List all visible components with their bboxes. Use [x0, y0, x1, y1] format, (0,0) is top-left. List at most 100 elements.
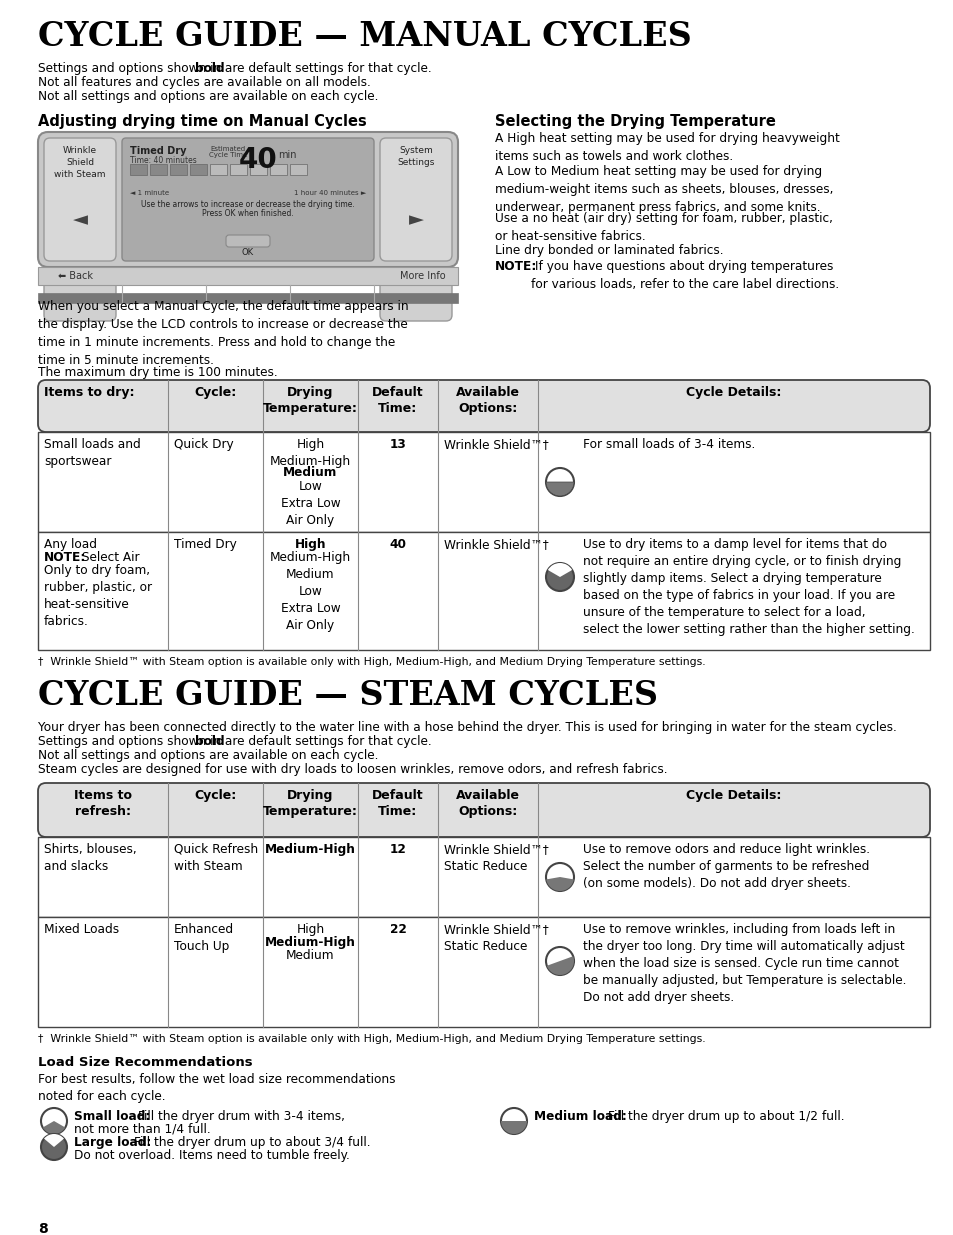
Text: Use a no heat (air dry) setting for foam, rubber, plastic,
or heat-sensitive fab: Use a no heat (air dry) setting for foam… — [495, 212, 832, 243]
Wedge shape — [546, 877, 573, 890]
Text: Not all features and cycles are available on all models.: Not all features and cycles are availabl… — [38, 77, 371, 89]
Circle shape — [545, 863, 574, 890]
Bar — [38, 532, 929, 650]
Bar — [270, 164, 287, 175]
Text: ►: ► — [408, 210, 423, 228]
Text: Small loads and
sportswear: Small loads and sportswear — [44, 438, 141, 468]
Text: Not all settings and options are available on each cycle.: Not all settings and options are availab… — [38, 90, 378, 103]
FancyBboxPatch shape — [379, 270, 452, 321]
Text: Enhanced
Touch Up: Enhanced Touch Up — [173, 923, 233, 953]
Text: Medium-High: Medium-High — [265, 844, 355, 856]
Bar — [230, 164, 247, 175]
Text: Selecting the Drying Temperature: Selecting the Drying Temperature — [495, 114, 775, 128]
Wedge shape — [500, 1121, 526, 1134]
Text: 40: 40 — [238, 146, 277, 174]
Text: Settings and options shown in: Settings and options shown in — [38, 735, 225, 748]
Text: Medium load:: Medium load: — [534, 1110, 626, 1123]
Text: Low
Extra Low
Air Only: Low Extra Low Air Only — [280, 480, 340, 527]
Text: Cycle:: Cycle: — [194, 789, 236, 802]
Wedge shape — [44, 1134, 64, 1147]
Text: NOTE:: NOTE: — [495, 261, 537, 273]
Text: Cycle Details:: Cycle Details: — [685, 387, 781, 399]
Text: NOTE:: NOTE: — [44, 551, 87, 564]
Wedge shape — [559, 956, 574, 961]
Text: System
Settings: System Settings — [396, 146, 435, 167]
Text: 40: 40 — [389, 538, 406, 551]
Bar — [38, 293, 457, 303]
Text: Quick Dry: Quick Dry — [173, 438, 233, 451]
Text: Available
Options:: Available Options: — [456, 789, 519, 818]
Text: Default
Time:: Default Time: — [372, 387, 423, 415]
Text: Adjusting drying time on Manual Cycles: Adjusting drying time on Manual Cycles — [38, 114, 366, 128]
Text: High: High — [294, 538, 326, 551]
FancyBboxPatch shape — [44, 270, 116, 321]
Text: Drying
Temperature:: Drying Temperature: — [263, 789, 357, 818]
Text: Fill the dryer drum up to about 1/2 full.: Fill the dryer drum up to about 1/2 full… — [603, 1110, 843, 1123]
Wedge shape — [43, 1121, 65, 1134]
Text: CYCLE GUIDE — STEAM CYCLES: CYCLE GUIDE — STEAM CYCLES — [38, 679, 658, 713]
Text: †  Wrinkle Shield™ with Steam option is available only with High, Medium-High, a: † Wrinkle Shield™ with Steam option is a… — [38, 657, 705, 667]
Text: 12: 12 — [389, 844, 406, 856]
Text: Do not overload. Items need to tumble freely.: Do not overload. Items need to tumble fr… — [74, 1149, 350, 1162]
Text: Cycle Details:: Cycle Details: — [685, 789, 781, 802]
FancyBboxPatch shape — [38, 132, 457, 267]
Text: 22: 22 — [389, 923, 406, 936]
Text: Any load: Any load — [44, 538, 97, 551]
Text: Shirts, blouses,
and slacks: Shirts, blouses, and slacks — [44, 844, 136, 873]
Wedge shape — [547, 563, 572, 577]
Text: High
Medium-High: High Medium-High — [270, 438, 351, 468]
FancyBboxPatch shape — [122, 138, 374, 261]
Text: Press OK when finished.: Press OK when finished. — [202, 209, 294, 219]
Text: Quick Refresh
with Steam: Quick Refresh with Steam — [173, 844, 258, 873]
Text: Small load:: Small load: — [74, 1110, 151, 1123]
Text: Items to dry:: Items to dry: — [44, 387, 134, 399]
FancyBboxPatch shape — [44, 138, 116, 261]
Text: Use the arrows to increase or decrease the drying time.: Use the arrows to increase or decrease t… — [141, 200, 355, 209]
Text: For small loads of 3-4 items.: For small loads of 3-4 items. — [582, 438, 755, 451]
Text: are default settings for that cycle.: are default settings for that cycle. — [221, 62, 431, 75]
Text: 13: 13 — [389, 438, 406, 451]
Text: bold: bold — [194, 735, 224, 748]
Text: ⬅ Back: ⬅ Back — [58, 270, 92, 282]
Wedge shape — [546, 961, 574, 974]
Text: Line dry bonded or laminated fabrics.: Line dry bonded or laminated fabrics. — [495, 245, 722, 257]
Text: Wrinkle
Shield
with Steam: Wrinkle Shield with Steam — [54, 146, 106, 179]
Text: Items to
refresh:: Items to refresh: — [74, 789, 132, 818]
Text: Wrinkle Shield™†: Wrinkle Shield™† — [443, 538, 548, 551]
Bar — [38, 432, 929, 532]
Text: The maximum dry time is 100 minutes.: The maximum dry time is 100 minutes. — [38, 366, 277, 379]
Text: When you select a Manual Cycle, the default time appears in
the display. Use the: When you select a Manual Cycle, the defa… — [38, 300, 408, 367]
FancyBboxPatch shape — [38, 783, 929, 837]
Text: Time: 40 minutes: Time: 40 minutes — [130, 156, 196, 165]
Text: ◄: ◄ — [72, 210, 88, 228]
Text: A High heat setting may be used for drying heavyweight
items such as towels and : A High heat setting may be used for dryi… — [495, 132, 839, 163]
Text: CYCLE GUIDE — MANUAL CYCLES: CYCLE GUIDE — MANUAL CYCLES — [38, 20, 691, 53]
Text: Wrinkle Shield™†
Static Reduce: Wrinkle Shield™† Static Reduce — [443, 923, 548, 953]
Bar — [170, 164, 187, 175]
Text: Fill the dryer drum up to about 3/4 full.: Fill the dryer drum up to about 3/4 full… — [130, 1136, 370, 1149]
Text: Cycle Time: Cycle Time — [209, 152, 247, 158]
Text: Drying
Temperature:: Drying Temperature: — [263, 387, 357, 415]
Text: Medium-High
Medium
Low
Extra Low
Air Only: Medium-High Medium Low Extra Low Air Onl… — [270, 551, 351, 632]
Text: If you have questions about drying temperatures
for various loads, refer to the : If you have questions about drying tempe… — [531, 261, 839, 291]
Text: Medium: Medium — [286, 948, 335, 962]
Text: Steam cycles are designed for use with dry loads to loosen wrinkles, remove odor: Steam cycles are designed for use with d… — [38, 763, 667, 776]
Circle shape — [545, 947, 574, 974]
Text: A Low to Medium heat setting may be used for drying
medium-weight items such as : A Low to Medium heat setting may be used… — [495, 165, 833, 214]
Text: Timed Dry: Timed Dry — [130, 146, 186, 156]
Circle shape — [545, 468, 574, 496]
Text: Medium-High: Medium-High — [265, 936, 355, 948]
Text: Medium: Medium — [283, 466, 337, 479]
Text: Settings and options shown in: Settings and options shown in — [38, 62, 225, 75]
Text: †  Wrinkle Shield™ with Steam option is available only with High, Medium-High, a: † Wrinkle Shield™ with Steam option is a… — [38, 1034, 705, 1044]
FancyBboxPatch shape — [379, 138, 452, 261]
Text: Cycle:: Cycle: — [194, 387, 236, 399]
Wedge shape — [545, 482, 574, 496]
Circle shape — [500, 1108, 526, 1134]
Circle shape — [41, 1134, 67, 1160]
Text: Available
Options:: Available Options: — [456, 387, 519, 415]
FancyBboxPatch shape — [38, 380, 929, 432]
Bar — [130, 164, 147, 175]
Text: Fill the dryer drum with 3-4 items,: Fill the dryer drum with 3-4 items, — [133, 1110, 345, 1123]
Text: Use to remove wrinkles, including from loads left in
the dryer too long. Dry tim: Use to remove wrinkles, including from l… — [582, 923, 905, 1004]
